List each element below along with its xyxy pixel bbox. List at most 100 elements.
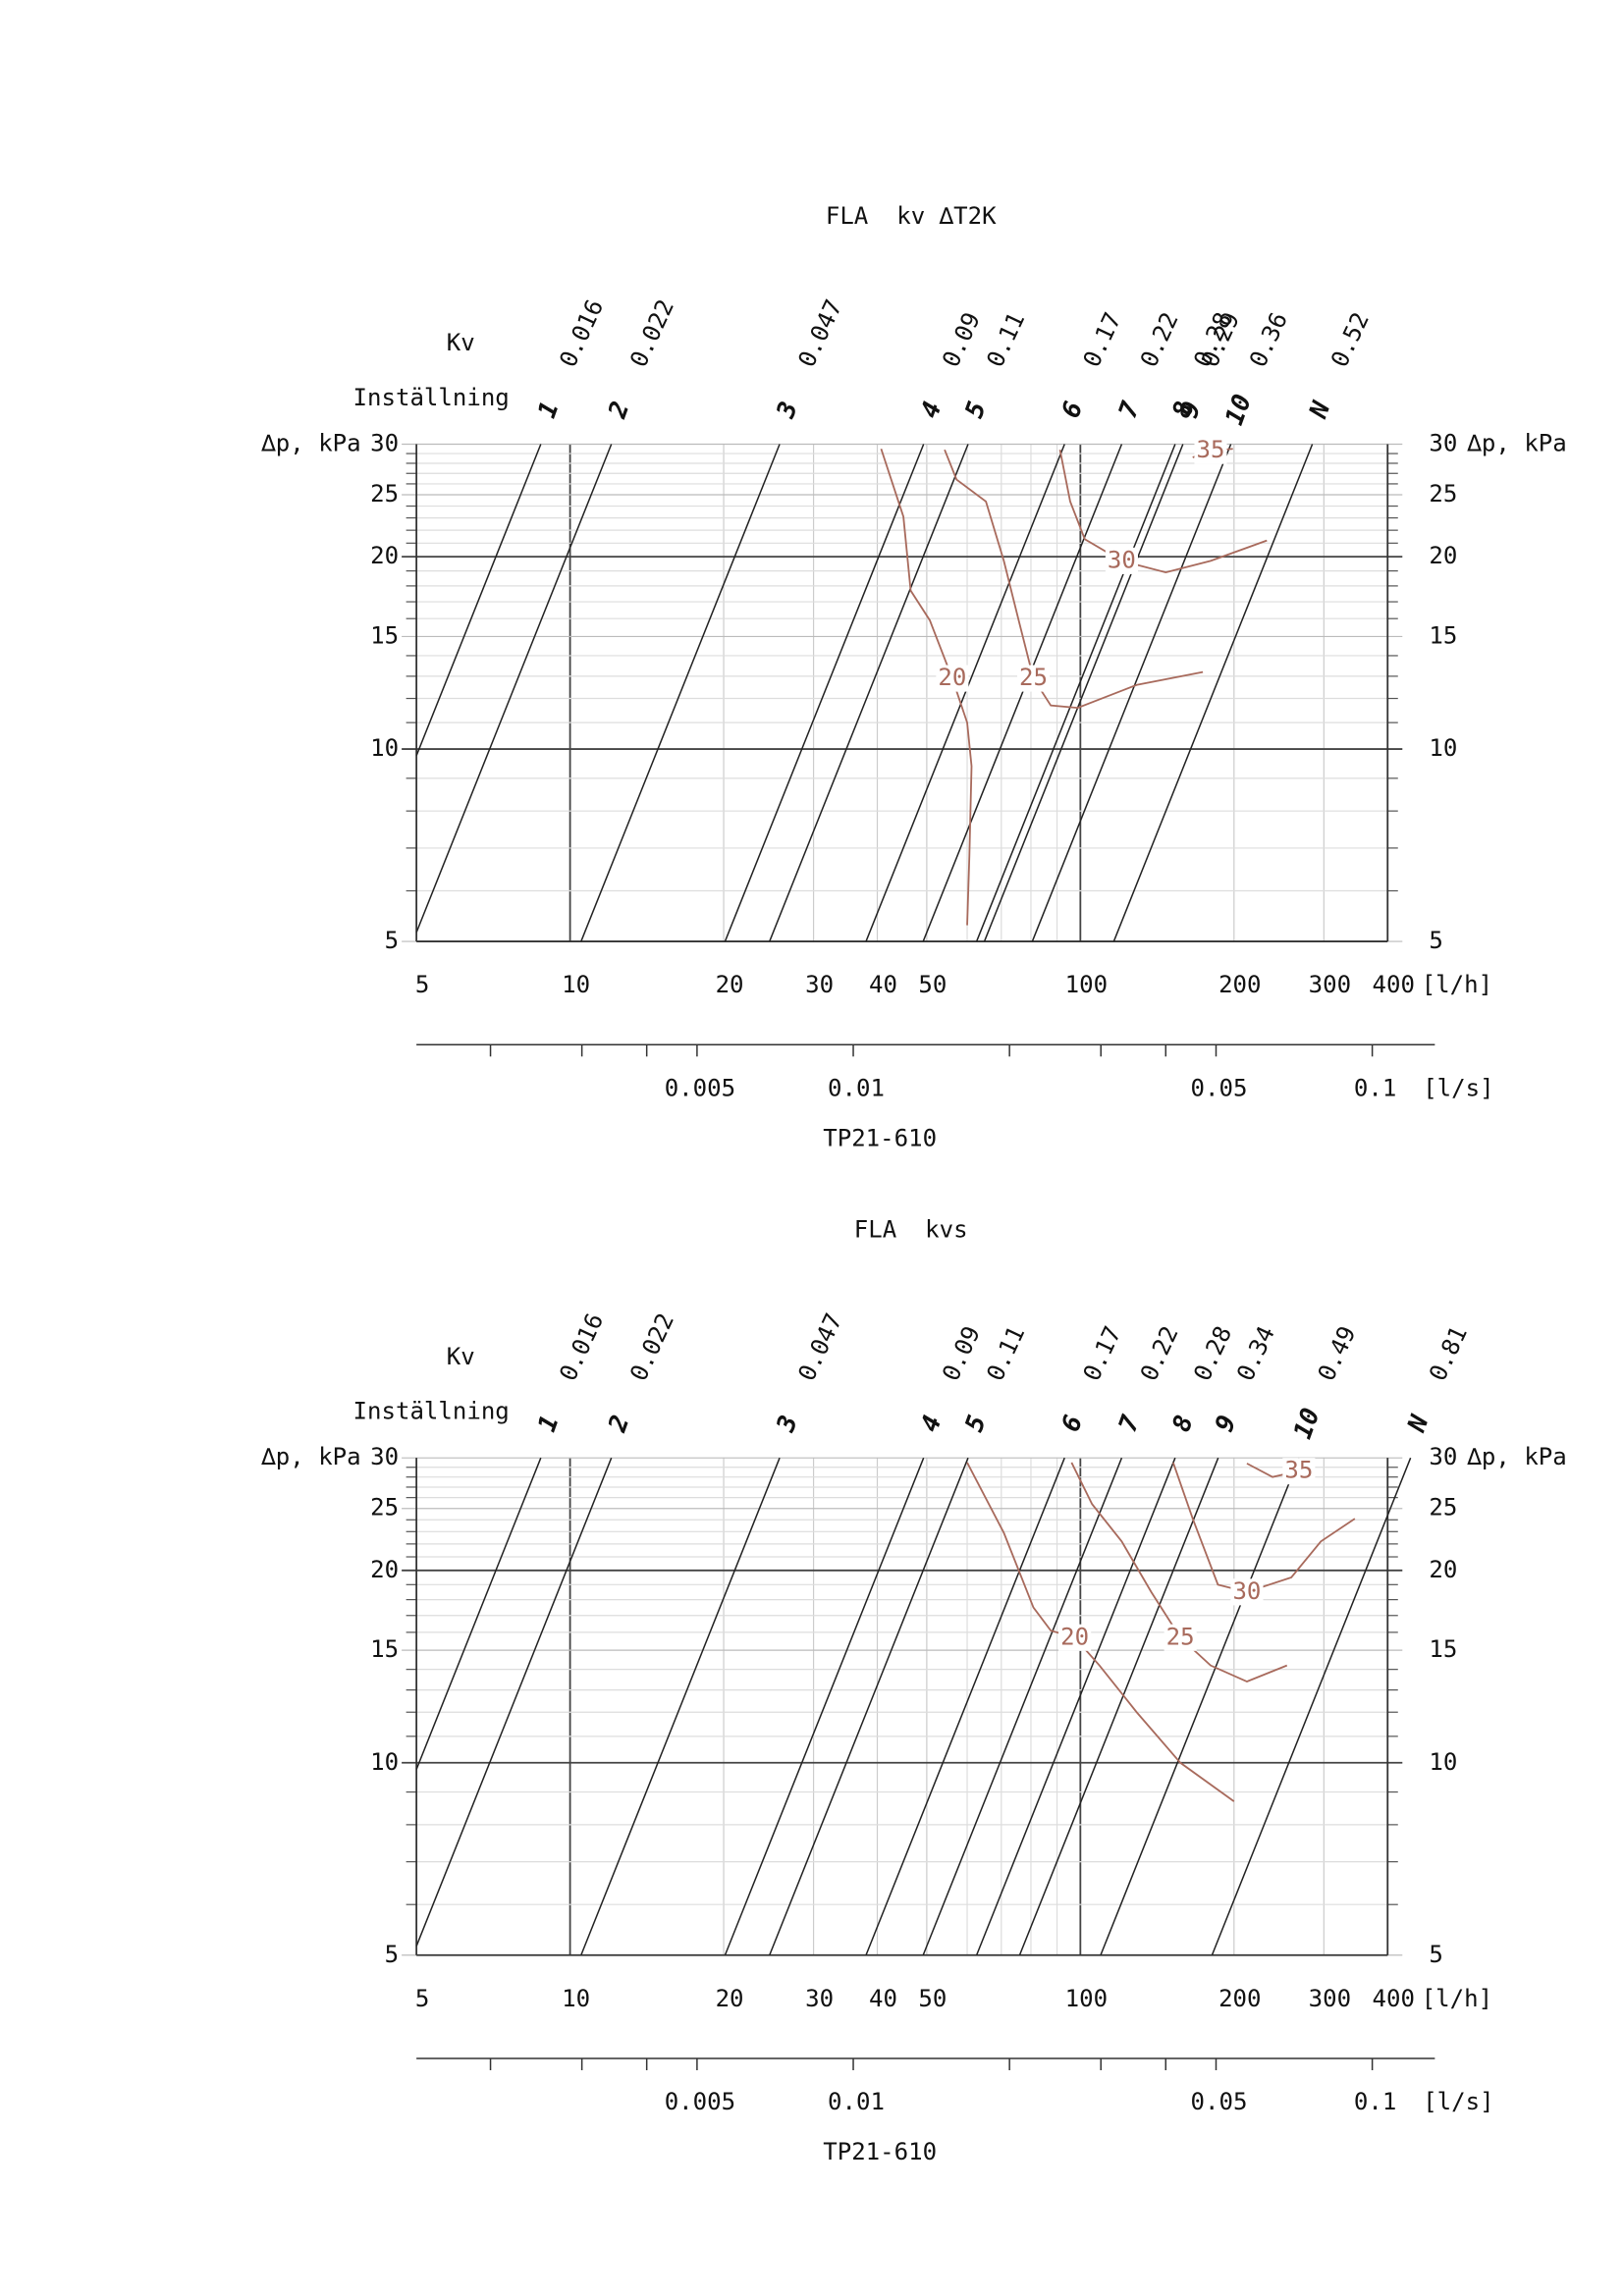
kv-value: 0.11: [981, 1322, 1030, 1385]
curve-label-bg: [1194, 437, 1227, 464]
x2-tick-label: 0.005: [665, 1074, 735, 1101]
y-tick-label: 15: [370, 621, 399, 649]
setting-label: 5: [959, 398, 992, 422]
setting-label: 4: [915, 398, 947, 422]
y-axis-label-right: ∆p, kPa: [1466, 1443, 1566, 1470]
kv-value: 0.022: [624, 295, 679, 371]
x-tick-label: 200: [1218, 971, 1261, 998]
y-tick-label: 20: [370, 542, 399, 569]
kv-line: [975, 1457, 1176, 1956]
y-tick-label-right: 20: [1429, 542, 1457, 569]
kv-line: [1211, 1457, 1412, 1956]
x2-tick-label: 0.01: [828, 2088, 885, 2115]
chart-title: FLA kv ∆T2K: [826, 202, 997, 230]
setting-label: 4: [915, 1412, 947, 1436]
kv-value: 0.09: [937, 308, 986, 371]
y-tick-label: 30: [370, 1443, 399, 1470]
y-tick-label-right: 30: [1429, 1443, 1457, 1470]
kv-line: [724, 1457, 925, 1956]
y-tick-label-right: 15: [1429, 1635, 1457, 1663]
kv-heading: Kv: [447, 329, 475, 356]
x2-tick-label: 0.01: [828, 1074, 885, 1101]
x-unit: [l/h]: [1422, 971, 1492, 998]
kv-line: [922, 1457, 1123, 1956]
x-tick-label: 400: [1373, 971, 1415, 998]
y-tick-label: 30: [370, 429, 399, 456]
kv-value: 0.49: [1313, 1322, 1362, 1385]
kv-line: [1031, 444, 1232, 942]
kv-line: [415, 1457, 613, 1947]
x2-tick-label: 0.1: [1354, 1074, 1396, 1101]
kv-heading: Kv: [447, 1343, 475, 1370]
kv-line: [415, 1457, 542, 1770]
y-axis-label: ∆p, kPa: [260, 429, 360, 456]
y-tick-label-right: 10: [1429, 734, 1457, 762]
x-tick-label: 300: [1309, 1985, 1351, 2012]
x-tick-label: 50: [918, 1985, 947, 2012]
kv-line: [1112, 444, 1314, 942]
x2-tick-label: 0.05: [1191, 1074, 1248, 1101]
x-tick-label: 300: [1309, 971, 1351, 998]
kv-value: 0.09: [937, 1322, 986, 1385]
kv-value: 0.047: [792, 1309, 847, 1385]
kv-value: 0.52: [1326, 308, 1375, 371]
setting-label: 7: [1113, 1411, 1147, 1435]
kv-value: 0.17: [1078, 308, 1127, 371]
x-tick-label: 5: [415, 1985, 429, 2012]
y-tick-label-right: 15: [1429, 621, 1457, 649]
x-tick-label: 40: [869, 971, 897, 998]
x2-tick-label: 0.05: [1191, 2088, 1248, 2115]
setting-heading: Inställning: [353, 1398, 510, 1425]
kv-line: [769, 444, 969, 942]
kv-value: 0.016: [554, 295, 609, 371]
temperature-curve: [1171, 1462, 1356, 1593]
kv-value: 0.22: [1135, 1322, 1184, 1385]
kv-value: 0.22: [1135, 308, 1184, 371]
x-tick-label: 5: [415, 971, 429, 998]
curve-label-bg: [1164, 1624, 1197, 1651]
setting-label: 10: [1288, 1405, 1326, 1443]
setting-label: 5: [959, 1412, 992, 1436]
curve-label-bg: [1282, 1458, 1316, 1485]
y-tick-label-right: 30: [1429, 429, 1457, 456]
temperature-curve: [944, 449, 1204, 710]
y-tick-label: 25: [370, 1494, 399, 1522]
setting-label: 1: [532, 398, 565, 422]
kv-line: [580, 1457, 781, 1956]
curve-label-bg: [1058, 1624, 1092, 1651]
y-axis-label: ∆p, kPa: [260, 1443, 360, 1470]
y-tick-label: 20: [370, 1556, 399, 1583]
kv-value: 0.047: [792, 295, 847, 371]
curve-label: 20: [1060, 1623, 1089, 1650]
kv-line: [865, 1457, 1065, 1956]
x-tick-label: 30: [805, 971, 834, 998]
kv-value: 0.36: [1244, 308, 1293, 371]
kv-line: [975, 444, 1176, 942]
setting-label: 7: [1113, 398, 1147, 422]
x2-tick-label: 0.005: [665, 2088, 735, 2115]
kv-line: [724, 444, 925, 942]
kv-value: 0.28: [1188, 1322, 1237, 1385]
curve-label: 30: [1108, 546, 1136, 573]
temperature-curve: [1058, 450, 1268, 574]
footer: TP21-610: [823, 1124, 937, 1151]
y-tick-label-right: 25: [1429, 1494, 1457, 1522]
curve-label: 20: [938, 664, 966, 691]
setting-label: 3: [771, 398, 804, 423]
kv-line: [580, 444, 781, 942]
x-tick-label: 20: [716, 1985, 744, 2012]
curve-label-bg: [1016, 665, 1051, 692]
x-tick-label: 100: [1065, 971, 1108, 998]
x-tick-label: 400: [1373, 1985, 1415, 2012]
y-tick-label-right: 5: [1429, 927, 1442, 954]
x-unit: [l/h]: [1422, 1985, 1492, 2012]
x-tick-label: 200: [1218, 1985, 1261, 2012]
kv-value: 0.81: [1424, 1322, 1473, 1385]
kv-line: [1100, 1457, 1300, 1956]
kv-value: 0.022: [624, 1309, 679, 1385]
kv-line: [1018, 1457, 1219, 1956]
x-tick-label: 40: [869, 1985, 897, 2012]
curve-label: 25: [1166, 1623, 1195, 1650]
kv-value: 0.17: [1078, 1322, 1127, 1385]
x2-unit: [l/s]: [1423, 2088, 1493, 2115]
